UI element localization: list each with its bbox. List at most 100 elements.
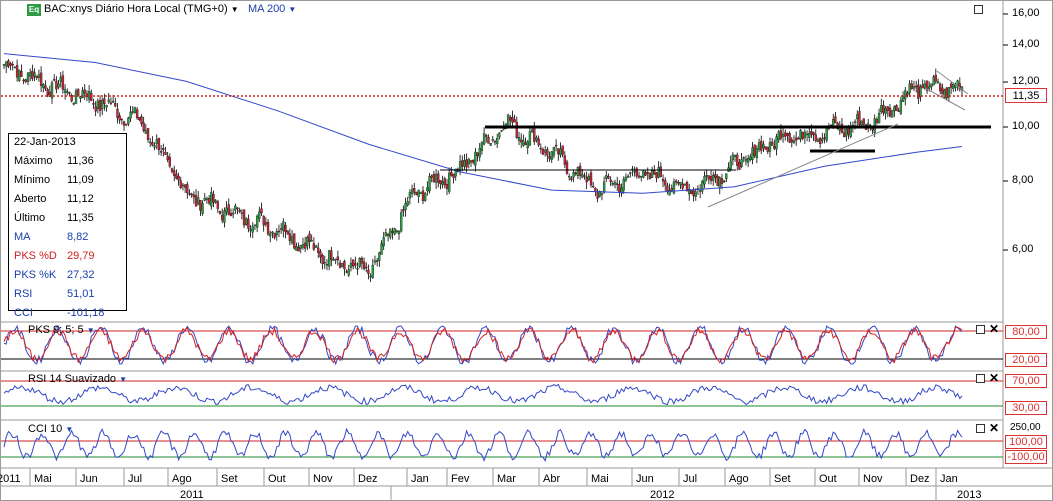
candle-body [515,121,518,138]
candle-body [640,176,643,178]
chevron-down-icon[interactable]: ▼ [86,326,95,335]
candle-body [391,231,394,233]
candle-body [445,183,449,189]
candle-body [29,72,32,77]
candle-body [561,145,564,155]
candle-body [877,112,881,124]
candle-body [55,80,58,90]
candle-body [655,172,658,179]
ma-selector[interactable]: MA 200 ▼ [248,3,296,15]
price-tick-label: 10,00 [1012,120,1040,132]
candle-body [733,155,737,157]
close-rsi-icon[interactable]: ✕ [989,371,1000,385]
channel-upper-line[interactable] [936,70,969,95]
candle-body [253,224,257,226]
candle-body [393,228,396,235]
candle-body [218,210,222,214]
candle-body [386,233,390,236]
candle-body [120,118,123,121]
candle-body [164,151,167,156]
chevron-down-icon[interactable]: ▼ [65,425,74,434]
maximize-pks-icon[interactable] [976,325,985,334]
candle-body [690,190,693,194]
pks-indicator-label[interactable]: PKS 9; 5; 5 ▼ [28,324,95,336]
candle-body [37,74,41,78]
candle-body [648,172,652,179]
candle-body [153,145,156,148]
candle-body [458,161,462,171]
candle-body [786,133,789,136]
candle-body [472,159,475,163]
chevron-down-icon[interactable]: ▼ [288,5,297,14]
candle-body [90,92,93,101]
candle-body [284,224,287,233]
candle-body [360,257,364,264]
maximize-cci-icon[interactable] [976,424,985,433]
candle-body [635,168,638,177]
candle-body [736,154,739,166]
candle-body [234,205,237,211]
candle-body [952,84,955,89]
candle-body [15,65,19,78]
maximize-icon[interactable] [974,5,983,14]
candle-body [450,171,453,176]
close-cci-icon[interactable]: ✕ [989,421,1000,435]
candle-body [378,252,381,261]
candle-body [376,260,379,262]
price-tick-marks [1003,13,1008,251]
maximize-rsi-icon[interactable] [976,374,985,383]
candle-body [96,100,99,109]
candle-body [114,102,117,107]
candle-body [439,180,442,185]
cci-label-text: CCI 10 [28,423,63,435]
candle-body [581,174,584,178]
candle-body [441,181,444,185]
candle-body [210,192,213,207]
candle-body [275,231,278,236]
candle-body [317,247,320,253]
month-label: Jun [636,473,654,485]
close-pks-icon[interactable]: ✕ [989,322,1000,336]
candle-body [932,76,935,86]
pks-label-text: PKS 9; 5; 5 [28,324,84,336]
chevron-down-icon[interactable]: ▼ [119,375,128,384]
candle-body [554,144,558,147]
candle-body [609,179,612,183]
candle-body [116,108,119,118]
info-value: 8,82 [67,231,89,243]
candle-body [526,141,529,149]
candle-body [548,156,551,159]
info-label: RSI [14,288,33,300]
candle-body [365,266,368,269]
candle-body [886,106,889,111]
candle-body [408,192,412,199]
chevron-down-icon[interactable]: ▼ [230,5,239,14]
cci-indicator-label[interactable]: CCI 10 ▼ [28,423,73,435]
candle-body [801,131,804,139]
candle-body [642,170,645,178]
info-label: Último [14,212,46,224]
candle-body [692,190,695,197]
candlestick-series [2,58,964,283]
candle-body [20,71,23,77]
channel-lower-line[interactable] [924,87,966,111]
candle-body [668,190,671,196]
rsi-indicator-label[interactable]: RSI 14 Suavizado ▼ [28,373,127,385]
candle-body [5,61,8,67]
candle-body [622,179,625,191]
candle-body [698,190,702,192]
candle-body [175,174,178,179]
candle-body [397,231,401,235]
candle-body [325,264,329,266]
candle-body [936,81,940,84]
candle-body [834,116,837,123]
candle-body [59,77,62,82]
candle-body [803,131,807,138]
year-2012-label: 2012 [650,489,675,501]
candle-body [482,133,486,145]
candle-body [2,64,6,66]
chart-title[interactable]: BAC:xnys Diário Hora Local (TMG+0) ▼ [44,3,239,15]
candle-body [384,232,388,237]
uptrend-line[interactable] [707,123,899,208]
